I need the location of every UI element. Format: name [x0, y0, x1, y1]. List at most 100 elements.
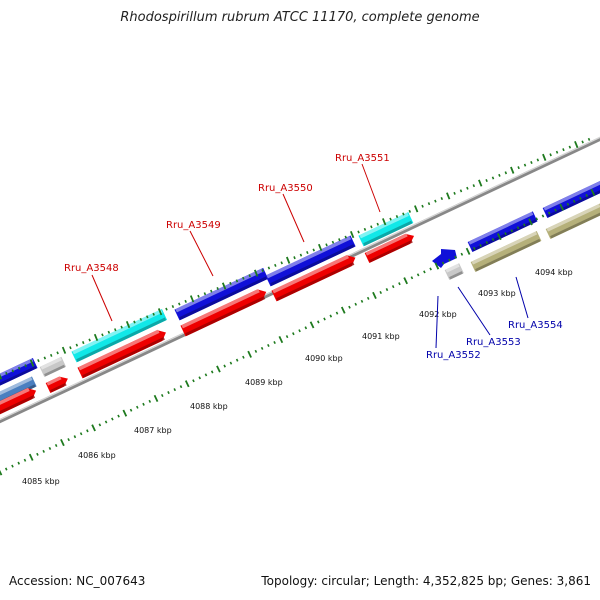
gene-block-olive-shadow [475, 238, 541, 272]
tick-row-upper-tick [510, 166, 515, 174]
gene-block-red-bevel [0, 387, 30, 405]
tick-row-upper-tick [261, 269, 264, 273]
gene-block-olive-bevel [471, 231, 538, 265]
tick-row-lower-tick [242, 355, 245, 359]
tick-row-upper-tick [536, 158, 540, 162]
tick-row-lower-tick [360, 299, 364, 303]
tick-row-lower-tick [528, 218, 533, 226]
tick-row-upper-tick [125, 320, 131, 329]
tick-row-upper-tick [171, 305, 175, 309]
gene-block-rru-a3550-bevel [266, 235, 352, 279]
gene-leader-line [91, 274, 113, 322]
tick-row-lower-tick [372, 291, 377, 299]
tick-row-lower-tick [541, 214, 545, 218]
tick-row-lower-tick [267, 343, 270, 347]
tick-row-lower-tick [247, 350, 252, 358]
tick-row-upper-tick [542, 153, 547, 161]
tick-row-upper-tick [184, 299, 187, 303]
tick-row-upper-tick [120, 325, 123, 329]
tick-row-upper-tick [350, 230, 355, 239]
kbp-label: 4087 kbp [134, 426, 172, 435]
tick-row-lower-tick [91, 424, 96, 432]
gene-block-red-shadow [0, 395, 36, 415]
tick-row-lower-tick [153, 394, 159, 402]
tick-row-lower-tick [210, 370, 214, 374]
tick-row-lower-tick [60, 439, 65, 447]
tick-row-upper-tick [189, 295, 195, 303]
tick-row-lower-tick [510, 229, 514, 233]
tick-row-lower-tick [391, 285, 395, 289]
tick-row-lower-tick [335, 311, 339, 315]
gene-label: Rru_A3554 [508, 320, 563, 331]
kbp-label: 4092 kbp [419, 310, 457, 319]
gene-block-olive-shadow [550, 212, 600, 239]
gene-block-red [45, 376, 68, 393]
gene-block-rru-a3552-bevel [445, 263, 460, 273]
gene-block-olive-bevel [546, 203, 600, 232]
tick-row-lower-tick [590, 188, 596, 197]
gene-block-blue-body [467, 211, 538, 252]
tick-row-lower-tick [192, 379, 195, 383]
tick-row-upper-tick [114, 328, 117, 332]
tick-row-lower-tick [28, 453, 34, 461]
gene-block-red-shadow [369, 240, 413, 263]
tick-row-lower-tick [385, 288, 389, 292]
gene-block-red-body [77, 330, 166, 379]
gene-block-rru-a3552-body [444, 263, 464, 280]
tick-row-upper-tick [43, 356, 47, 360]
tick-row-lower-tick [142, 402, 145, 406]
gene-block-red-bevel [78, 329, 160, 371]
gene-block-blue-bevel [468, 211, 534, 245]
tick-row-upper-tick [61, 346, 67, 354]
tick-row-lower-tick [522, 223, 526, 227]
gene-block-rru-a3551 [358, 212, 414, 247]
tick-row-upper-tick [504, 171, 508, 175]
gene-block-red [271, 254, 356, 302]
gene-block-red [77, 329, 166, 379]
tick-row-lower-tick [23, 458, 27, 462]
tick-row-lower-tick [454, 255, 457, 259]
gene-label: Rru_A3552 [426, 350, 481, 361]
gene-leader-line [361, 163, 381, 213]
tick-row-upper-tick [299, 253, 303, 257]
gene-block-olive [545, 203, 600, 239]
tick-row-lower-tick [4, 467, 8, 471]
tick-row-upper-tick [587, 137, 591, 141]
tick-row-lower-tick [48, 446, 52, 450]
gene-leader-line [189, 230, 214, 277]
gene-block-blue [542, 181, 600, 218]
tick-row-upper-tick [306, 251, 309, 255]
tick-row-upper-tick [555, 150, 559, 154]
tick-row-lower [0, 188, 596, 476]
kbp-label: 4086 kbp [78, 451, 116, 460]
tick-row-lower-tick [479, 243, 482, 247]
tick-row-upper-tick [427, 202, 431, 206]
tick-row-lower-tick [585, 193, 588, 197]
kbp-label: 4091 kbp [362, 332, 400, 341]
tick-row-lower-tick [340, 306, 346, 314]
tick-row-upper-tick [82, 341, 85, 345]
gene-block-red-bevel [181, 288, 260, 329]
tick-row-upper-tick [5, 371, 8, 375]
tick-row-upper-tick [49, 353, 53, 357]
tick-row-upper-tick [216, 287, 219, 291]
gene-block-rru-a3548 [71, 308, 168, 363]
tick-row-lower-tick [448, 258, 451, 262]
tick-row-lower-tick [441, 261, 445, 265]
kbp-label: 4090 kbp [305, 354, 343, 363]
accession-label: Accession: NC_007643 [9, 574, 146, 588]
kbp-label: 4089 kbp [245, 378, 283, 387]
tick-row-lower-tick [0, 469, 3, 476]
tick-row-upper-tick [574, 140, 579, 149]
tick-row-lower-tick [117, 414, 120, 418]
tick-row-upper-tick [293, 256, 296, 260]
gene-block-grey-body [39, 356, 67, 377]
tick-row-lower-tick [423, 270, 426, 274]
tick-row-upper-tick [357, 230, 360, 234]
tick-row-lower-tick [223, 364, 226, 368]
tick-row-upper-tick [485, 179, 488, 183]
tick-row-upper-tick [376, 222, 379, 226]
tick-row-lower-tick [36, 452, 39, 456]
tick-row-lower-tick [198, 376, 201, 380]
tick-row-lower-tick [504, 232, 507, 236]
